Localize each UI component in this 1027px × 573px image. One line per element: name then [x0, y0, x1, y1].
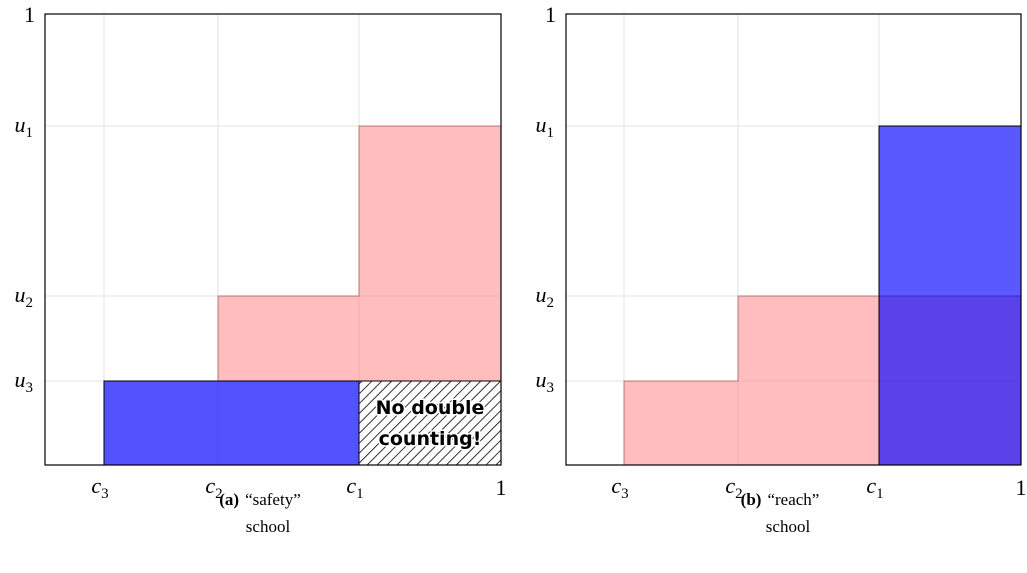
y-tick-label: u3 — [15, 367, 34, 396]
blue-region — [103, 380, 360, 466]
label-subscript: 3 — [621, 486, 629, 502]
label-subscript: 1 — [26, 125, 34, 141]
pink-region — [217, 125, 502, 382]
x-tick-label: c3 — [611, 473, 628, 502]
label-base: c — [346, 473, 356, 498]
label-base: u — [536, 112, 547, 137]
caption-text: “reach” — [767, 490, 819, 509]
label-subscript: 1 — [547, 125, 555, 141]
caption-label: (b) — [741, 490, 762, 509]
hatched-region — [358, 380, 502, 466]
label-base: c — [725, 473, 735, 498]
x-tick-label: c1 — [346, 473, 363, 502]
label-subscript: 1 — [876, 486, 884, 502]
label-subscript: 2 — [547, 295, 555, 311]
panel-a — [44, 13, 502, 466]
caption: (a) “safety” — [219, 490, 301, 509]
label-base: c — [866, 473, 876, 498]
label-base: c — [205, 473, 215, 498]
blue-region — [878, 125, 1022, 466]
caption-text: school — [766, 517, 811, 536]
label-base: u — [15, 367, 26, 392]
y-tick-label: u1 — [536, 112, 555, 141]
label-base: c — [91, 473, 101, 498]
y-top-label: 1 — [545, 2, 556, 27]
label-base: u — [536, 282, 547, 307]
axes-frame — [565, 13, 1022, 466]
y-tick-label: u3 — [536, 367, 555, 396]
caption-text: “safety” — [245, 490, 301, 509]
label-subscript: 2 — [26, 295, 34, 311]
y-tick-label: u1 — [15, 112, 34, 141]
label-base: u — [536, 367, 547, 392]
label-base: u — [15, 282, 26, 307]
label-subscript: 3 — [101, 486, 109, 502]
label-subscript: 2 — [215, 486, 223, 502]
x-tick-label: c2 — [725, 473, 742, 502]
label-subscript: 3 — [26, 380, 34, 396]
caption-text: school — [246, 517, 291, 536]
label-subscript: 1 — [356, 486, 364, 502]
label-subscript: 3 — [547, 380, 555, 396]
label-base: u — [15, 112, 26, 137]
y-tick-label: u2 — [536, 282, 555, 311]
x-end-label: 1 — [496, 475, 507, 500]
panel-b — [565, 13, 1022, 466]
x-tick-label: c1 — [866, 473, 883, 502]
x-tick-label: c3 — [91, 473, 108, 502]
caption-label: (a) — [219, 490, 239, 509]
annotation: counting! — [379, 428, 482, 450]
label-subscript: 2 — [735, 486, 743, 502]
caption: (b) “reach” — [741, 490, 820, 509]
axes-frame — [44, 13, 502, 466]
y-top-label: 1 — [24, 2, 35, 27]
x-end-label: 1 — [1016, 475, 1027, 500]
annotation: No double — [376, 397, 485, 419]
x-tick-label: c2 — [205, 473, 222, 502]
label-base: c — [611, 473, 621, 498]
y-tick-label: u2 — [15, 282, 34, 311]
